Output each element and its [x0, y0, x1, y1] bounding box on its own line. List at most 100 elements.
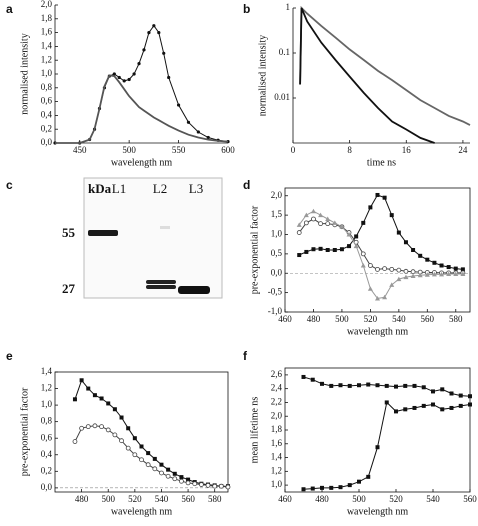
marker: [92, 393, 97, 398]
y-tick-label: 1,4: [271, 452, 283, 462]
panel-letter: c: [6, 178, 13, 192]
marker: [157, 30, 161, 35]
marker: [332, 248, 337, 252]
marker: [439, 263, 444, 268]
plot-frame: [54, 371, 229, 493]
x-tick-label: 8: [347, 145, 352, 155]
marker: [367, 263, 373, 268]
y-axis-label: normalised intensity: [19, 33, 30, 114]
marker: [375, 445, 380, 450]
marker: [159, 462, 164, 467]
marker: [410, 269, 416, 275]
y-tick-label: 1,6: [41, 27, 53, 37]
x-axis-label: wavelength nm: [111, 157, 173, 168]
x-axis-label: time ns: [367, 157, 396, 168]
lane-label: L2: [153, 181, 167, 196]
x-tick-label: 500: [335, 314, 349, 324]
chart-panel: d 460 480 500 520 540 560 580 -1,0 -0,5 0,0 0,5 1,0 1…: [243, 178, 471, 337]
x-tick-label: 500: [101, 494, 115, 504]
marker: [185, 480, 191, 486]
marker: [389, 213, 394, 218]
marker: [375, 266, 380, 272]
marker: [186, 120, 191, 124]
marker: [412, 405, 417, 410]
y-tick-label: 0,5: [271, 248, 283, 258]
marker: [382, 195, 387, 200]
y-tick-label: 2,0: [41, 0, 53, 9]
marker: [384, 383, 389, 388]
marker: [122, 79, 126, 83]
chart-panel: a 450 500 550 600 0,0 0,2 0,4 0,6 0,8 1,0 1,2 1,4 1,6…: [6, 0, 235, 168]
marker: [453, 271, 459, 277]
marker: [85, 424, 91, 430]
marker: [146, 451, 151, 456]
marker: [318, 246, 323, 251]
marker: [179, 478, 184, 484]
marker: [353, 243, 359, 249]
marker: [105, 427, 111, 433]
y-axis-label: pre-exponential factor: [19, 387, 30, 476]
marker: [310, 208, 316, 214]
x-tick-label: 500: [122, 145, 136, 155]
marker: [72, 439, 78, 444]
marker: [347, 244, 352, 249]
y-tick-label: 2,4: [271, 383, 283, 393]
marker: [357, 383, 361, 388]
marker: [301, 374, 306, 379]
x-tick-label: 580: [449, 314, 463, 324]
marker: [99, 424, 104, 430]
x-tick-label: 600: [221, 145, 235, 155]
marker: [320, 381, 324, 386]
marker: [318, 212, 324, 218]
x-tick-label: 24: [458, 145, 468, 155]
x-tick-label: 540: [426, 494, 440, 504]
marker: [325, 248, 330, 252]
y-tick-label: 0,8: [41, 82, 53, 92]
y-tick-label: 0,0: [41, 482, 53, 492]
y-tick-label: -0,5: [268, 287, 283, 297]
marker: [132, 436, 137, 441]
y-tick-label: 1,2: [41, 54, 52, 64]
marker: [125, 445, 131, 451]
gel-band: [88, 230, 118, 236]
x-axis-label: wavelength nm: [347, 506, 409, 517]
marker: [99, 396, 104, 401]
y-tick-label: 1,0: [41, 399, 53, 409]
x-tick-label: 16: [402, 145, 412, 155]
marker: [119, 438, 124, 444]
marker: [360, 251, 366, 257]
marker: [165, 473, 171, 479]
marker: [394, 384, 398, 389]
series-line: [74, 379, 228, 487]
marker: [310, 486, 315, 491]
marker: [432, 260, 437, 265]
marker: [460, 271, 466, 277]
marker: [439, 271, 445, 277]
marker: [425, 257, 430, 262]
y-tick-label: 0,2: [41, 123, 52, 133]
series-line: [299, 5, 471, 126]
chart-panel: e 480 500 520 540 560 580 0,0 0,2 0,4 0,6 0,8 1,0 1,2…: [6, 349, 231, 517]
x-tick-label: 520: [364, 314, 378, 324]
marker: [132, 452, 138, 458]
gel-band: [178, 286, 210, 294]
marker: [382, 266, 388, 272]
y-tick-label: 2,0: [271, 410, 283, 420]
panel-letter: b: [243, 2, 250, 16]
marker: [453, 266, 458, 271]
marker: [112, 407, 117, 412]
marker: [303, 220, 309, 226]
marker: [396, 276, 402, 282]
marker: [79, 378, 84, 383]
marker: [152, 466, 158, 472]
y-axis-label: pre-exponential factor: [249, 205, 260, 294]
gel-image: [83, 177, 223, 299]
y-tick-label: 1,8: [271, 424, 283, 434]
x-tick-label: 480: [307, 314, 321, 324]
panel-letter: d: [243, 178, 250, 192]
marker: [139, 444, 144, 449]
marker: [304, 249, 309, 254]
marker: [411, 248, 416, 252]
y-tick-label: 0.01: [274, 92, 290, 102]
y-tick-label: 0,8: [41, 416, 53, 426]
